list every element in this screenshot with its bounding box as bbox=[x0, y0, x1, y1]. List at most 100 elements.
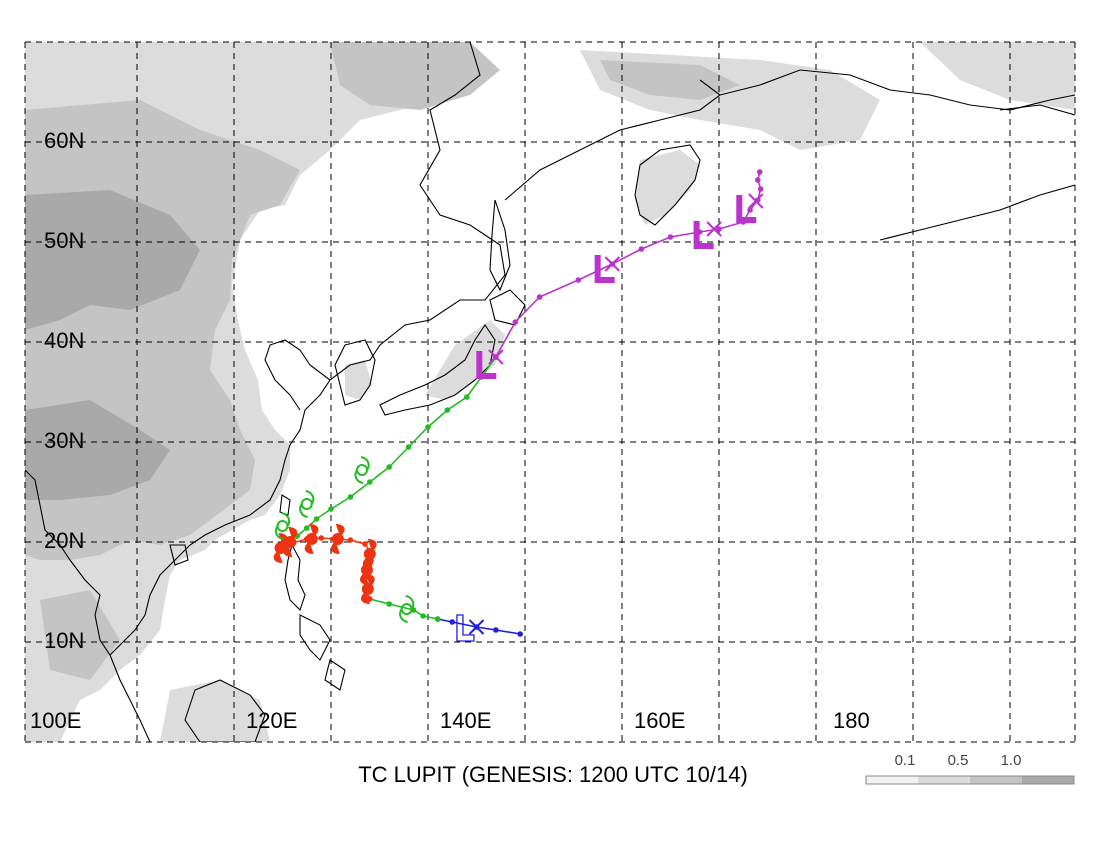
coast-luzon bbox=[284, 543, 306, 612]
coast-borneo bbox=[184, 679, 266, 742]
track-point bbox=[756, 169, 763, 175]
track-point bbox=[303, 525, 310, 531]
coast-siberia-north bbox=[719, 69, 1075, 111]
low-pressure-l-marker bbox=[693, 221, 714, 249]
lat-label-60n: 60N bbox=[44, 128, 84, 153]
coast-philippines-south bbox=[299, 614, 346, 691]
coast-hainan bbox=[169, 544, 189, 566]
track-point bbox=[493, 627, 499, 633]
tropical-storm-symbol bbox=[274, 512, 291, 540]
lon-label-120e: 120E bbox=[246, 708, 297, 733]
terrain-kamchatka bbox=[635, 150, 700, 225]
scale-swatch-1 bbox=[866, 776, 918, 784]
low-pressure-l-marker bbox=[594, 255, 615, 283]
coast-alaska bbox=[999, 104, 1075, 116]
position-cross-marker bbox=[468, 619, 485, 635]
track-point bbox=[405, 444, 412, 450]
scale-swatch-4 bbox=[1022, 776, 1074, 784]
typhoon-symbol bbox=[360, 574, 375, 604]
lat-label-30n: 30N bbox=[44, 428, 84, 453]
low-pressure-l-marker bbox=[476, 351, 497, 379]
typhoon-symbol bbox=[304, 524, 319, 554]
track-point bbox=[757, 186, 764, 192]
track-point bbox=[638, 246, 645, 252]
track-point bbox=[318, 535, 325, 541]
track-point bbox=[716, 226, 722, 232]
scale-label-0-1: 0.1 bbox=[895, 752, 916, 769]
lon-label-160e: 160E bbox=[634, 708, 685, 733]
shading-scale-bar: 0.1 0.5 1.0 bbox=[865, 752, 1075, 785]
position-cross-marker bbox=[748, 193, 764, 209]
lat-labels: 60N 50N 40N 30N 20N 10N bbox=[44, 128, 84, 653]
coast-okhotsk bbox=[504, 79, 721, 201]
lon-label-100e: 100E bbox=[30, 708, 81, 733]
scale-label-0-5: 0.5 bbox=[948, 752, 969, 769]
track-point bbox=[434, 616, 441, 622]
lat-label-10n: 10N bbox=[44, 628, 84, 653]
tropical-storm-symbol bbox=[399, 595, 415, 623]
track-point bbox=[536, 294, 543, 300]
track-point bbox=[444, 407, 451, 413]
typhoon-symbol bbox=[273, 533, 288, 563]
coast-sakhalin bbox=[489, 199, 511, 292]
coast-japan-hokkaido bbox=[489, 289, 526, 326]
lat-label-50n: 50N bbox=[44, 228, 84, 253]
coast-bohai bbox=[264, 339, 331, 411]
lon-labels: 100E 120E 140E 160E 180 bbox=[30, 708, 870, 733]
storm-track bbox=[273, 169, 764, 642]
coast-taiwan bbox=[279, 494, 291, 516]
terrain-shading bbox=[25, 42, 1075, 742]
coast-kamchatka bbox=[634, 144, 701, 226]
terrain-alaska bbox=[920, 42, 1075, 110]
coast-indochina bbox=[109, 654, 151, 742]
track-point bbox=[667, 234, 674, 240]
scale-label-1-0: 1.0 bbox=[1001, 752, 1022, 769]
terrain-mainland-dark bbox=[25, 190, 200, 330]
scale-bar-frame bbox=[865, 775, 1075, 785]
coast-japan-honshu bbox=[379, 324, 496, 416]
terrain-se-asia bbox=[160, 680, 270, 742]
terrain-sea-mid bbox=[40, 590, 120, 680]
low-pressure-l-marker bbox=[456, 614, 475, 642]
track-point bbox=[386, 601, 393, 607]
tropical-storm-symbol bbox=[354, 456, 370, 484]
track-point bbox=[347, 537, 354, 543]
position-cross-marker bbox=[706, 221, 722, 237]
position-cross-marker bbox=[488, 349, 504, 365]
lon-label-140e: 140E bbox=[440, 708, 491, 733]
lat-label-40n: 40N bbox=[44, 328, 84, 353]
typhoon-symbol bbox=[362, 539, 377, 569]
track-point bbox=[362, 541, 368, 547]
track-point bbox=[347, 494, 354, 500]
map-title: TC LUPIT (GENESIS: 1200 UTC 10/14) bbox=[358, 762, 748, 787]
coast-korea bbox=[334, 339, 376, 406]
track-point bbox=[425, 424, 431, 430]
gridlines bbox=[24, 41, 1076, 743]
track-point bbox=[449, 619, 456, 625]
track-point bbox=[420, 613, 426, 619]
terrain-siberia-mid bbox=[600, 60, 740, 100]
terrain-korea bbox=[345, 360, 372, 400]
track-point bbox=[386, 464, 393, 470]
track-point bbox=[328, 506, 334, 512]
track-point bbox=[575, 277, 582, 283]
track-point bbox=[512, 319, 519, 325]
track-point bbox=[755, 177, 761, 183]
lat-label-20n: 20N bbox=[44, 528, 84, 553]
track-point bbox=[313, 516, 320, 522]
track-point bbox=[367, 479, 373, 485]
lon-label-180: 180 bbox=[833, 708, 870, 733]
coast-asia-east bbox=[25, 42, 506, 656]
tropical-storm-symbol bbox=[299, 490, 315, 518]
scale-swatch-2 bbox=[918, 776, 970, 784]
track-point bbox=[517, 631, 523, 637]
position-cross-marker bbox=[604, 256, 621, 272]
typhoon-symbol bbox=[330, 524, 345, 554]
track-point bbox=[464, 394, 470, 400]
terrain-tibet-dark bbox=[25, 400, 170, 500]
track-point bbox=[747, 207, 753, 213]
scale-swatch-3 bbox=[970, 776, 1022, 784]
low-pressure-l-marker bbox=[736, 195, 757, 223]
